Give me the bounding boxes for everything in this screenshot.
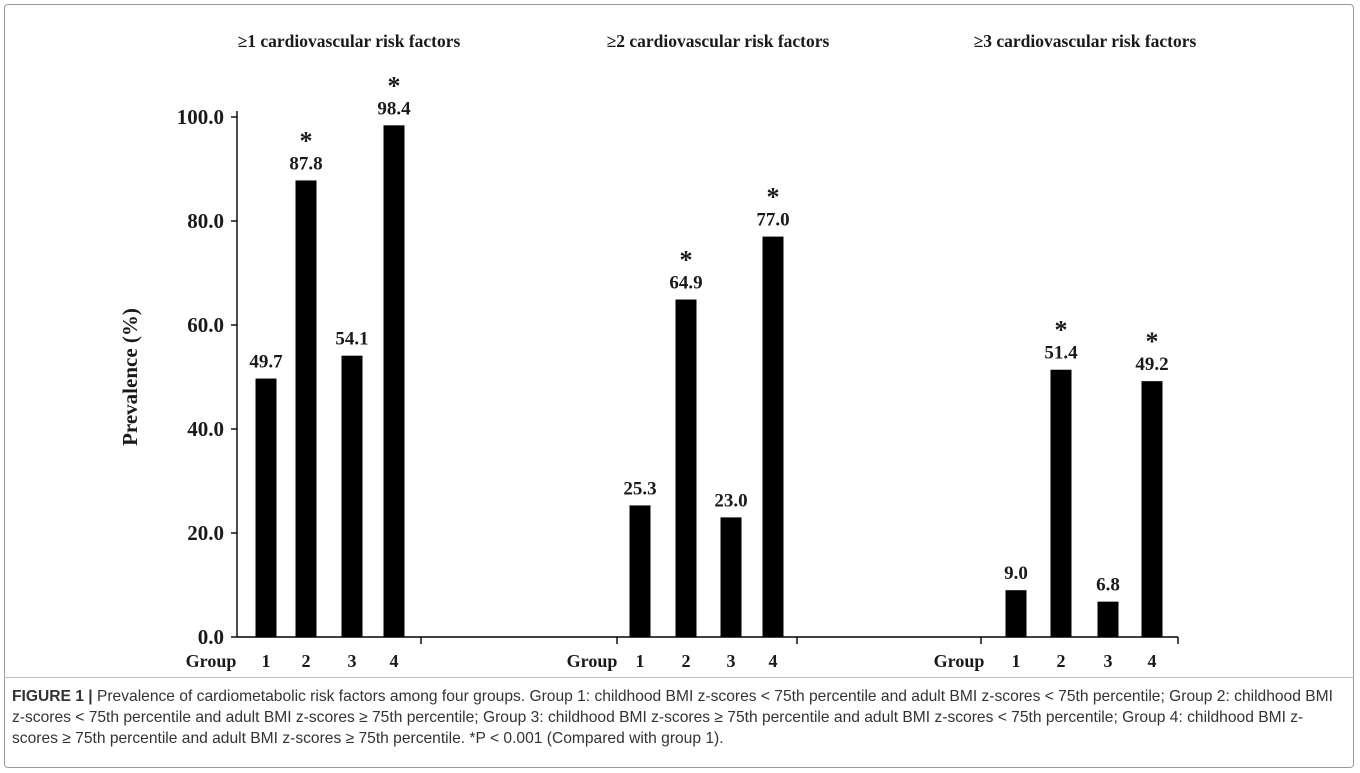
x-category-label: 3 bbox=[348, 651, 357, 671]
bar-value-label: 98.4 bbox=[377, 98, 411, 119]
y-tick-label: 0.0 bbox=[198, 625, 224, 649]
bar-chart: 0.0 20.0 40.0 60.0 80.0 100.0 Prevalence (%) ≥1… bbox=[118, 31, 1197, 671]
bar-value-label: 87.8 bbox=[289, 153, 322, 174]
bar bbox=[720, 517, 742, 637]
significance-marker: * bbox=[300, 126, 313, 155]
x-category-label: 1 bbox=[636, 651, 645, 671]
y-tick-label: 80.0 bbox=[187, 209, 224, 233]
figure-caption: FIGURE 1 | Prevalence of cardiometabolic… bbox=[12, 686, 1348, 749]
bar-value-label: 49.7 bbox=[249, 352, 283, 373]
bar-value-label: 49.2 bbox=[1135, 354, 1168, 375]
x-category-label: 2 bbox=[1057, 651, 1066, 671]
x-category-label: 4 bbox=[769, 651, 778, 671]
figure-label: FIGURE 1 | bbox=[12, 688, 93, 705]
bar-value-label: 6.8 bbox=[1096, 575, 1120, 596]
significance-marker: * bbox=[388, 71, 401, 100]
panel-title: ≥1 cardiovascular risk factors bbox=[238, 31, 461, 51]
bar-value-label: 23.0 bbox=[714, 490, 747, 511]
y-tick-label: 100.0 bbox=[177, 105, 224, 129]
x-group-label: Group bbox=[186, 651, 237, 671]
bar bbox=[629, 505, 651, 637]
caption-divider bbox=[4, 677, 1354, 678]
bar bbox=[1005, 590, 1027, 637]
x-category-label: 1 bbox=[262, 651, 271, 671]
y-tick-label: 60.0 bbox=[187, 313, 224, 337]
bar bbox=[675, 299, 697, 637]
bar bbox=[295, 180, 317, 637]
bar bbox=[1097, 601, 1119, 637]
bar-value-label: 77.0 bbox=[756, 210, 789, 231]
panel-title: ≥2 cardiovascular risk factors bbox=[607, 31, 830, 51]
x-group-label: Group bbox=[567, 651, 618, 671]
bar bbox=[762, 236, 784, 637]
x-category-label: 3 bbox=[1104, 651, 1113, 671]
bar-value-label: 25.3 bbox=[623, 478, 656, 499]
x-group-label: Group bbox=[934, 651, 985, 671]
caption-text: Prevalence of cardiometabolic risk facto… bbox=[12, 688, 1333, 747]
bar bbox=[1141, 381, 1163, 637]
significance-marker: * bbox=[680, 246, 693, 275]
bar-value-label: 54.1 bbox=[335, 329, 368, 350]
significance-marker: * bbox=[1146, 327, 1159, 356]
y-tick-label: 40.0 bbox=[187, 417, 224, 441]
bar bbox=[255, 378, 277, 637]
bar-value-label: 9.0 bbox=[1004, 563, 1028, 584]
y-tick-label: 20.0 bbox=[187, 521, 224, 545]
x-category-label: 2 bbox=[302, 651, 311, 671]
y-axis-title: Prevalence (%) bbox=[118, 308, 142, 446]
bar bbox=[383, 125, 405, 637]
x-category-label: 2 bbox=[682, 651, 691, 671]
bar bbox=[341, 355, 363, 637]
bar bbox=[1050, 369, 1072, 637]
panel-title: ≥3 cardiovascular risk factors bbox=[974, 31, 1197, 51]
x-category-label: 3 bbox=[727, 651, 736, 671]
bar-value-label: 64.9 bbox=[669, 273, 702, 294]
significance-marker: * bbox=[1055, 316, 1068, 345]
x-category-label: 4 bbox=[390, 651, 399, 671]
bar-value-label: 51.4 bbox=[1044, 343, 1078, 364]
significance-marker: * bbox=[767, 183, 780, 212]
x-category-label: 1 bbox=[1012, 651, 1021, 671]
x-category-label: 4 bbox=[1148, 651, 1157, 671]
